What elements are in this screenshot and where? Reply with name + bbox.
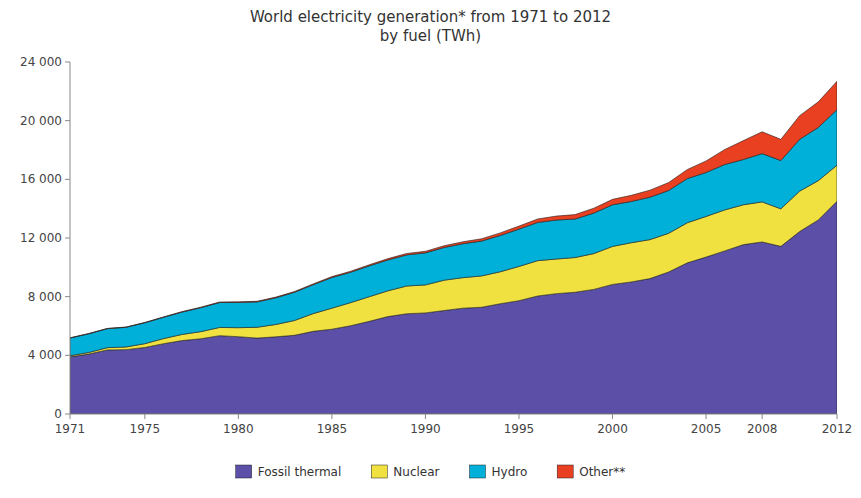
x-tick — [762, 414, 763, 419]
chart: World electricity generation* from 1971 … — [0, 0, 861, 498]
plot-area — [70, 81, 837, 414]
legend-label: Nuclear — [393, 465, 439, 479]
x-tick-label: 2012 — [822, 422, 853, 436]
y-tick — [65, 414, 70, 415]
x-tick-label: 1975 — [130, 422, 161, 436]
y-tick-label: 4 000 — [28, 348, 62, 362]
x-tick — [837, 414, 838, 419]
x-tick — [612, 414, 613, 419]
y-tick — [65, 355, 70, 356]
y-tick-label: 24 000 — [20, 55, 62, 69]
x-tick-label: 1990 — [410, 422, 441, 436]
y-tick — [65, 238, 70, 239]
x-axis — [70, 414, 837, 415]
x-tick — [238, 414, 239, 419]
y-tick-label: 16 000 — [20, 172, 62, 186]
x-tick — [425, 414, 426, 419]
legend-item: Hydro — [470, 465, 528, 479]
x-tick-label: 1980 — [223, 422, 254, 436]
y-tick — [65, 296, 70, 297]
y-tick-label: 0 — [54, 407, 62, 421]
area — [70, 81, 837, 338]
x-tick-label: 1985 — [317, 422, 348, 436]
legend-label: Hydro — [492, 465, 528, 479]
x-tick — [331, 414, 332, 419]
x-tick — [706, 414, 707, 419]
x-tick — [70, 414, 71, 419]
legend-item: Other** — [557, 465, 625, 479]
legend-swatch — [236, 465, 252, 478]
y-tick-label: 12 000 — [20, 231, 62, 245]
x-tick — [518, 414, 519, 419]
x-tick-label: 1971 — [55, 422, 86, 436]
y-tick — [65, 179, 70, 180]
legend-swatch — [470, 465, 486, 478]
legend: Fossil thermal Nuclear Hydro Other** — [236, 465, 626, 479]
title: World electricity generation* from 1971 … — [250, 8, 611, 45]
legend-swatch — [557, 465, 573, 478]
y-tick — [65, 120, 70, 121]
y-tick-label: 8 000 — [28, 290, 62, 304]
x-tick-label: 1995 — [504, 422, 535, 436]
y-tick — [65, 62, 70, 63]
x-tick-label: 2000 — [597, 422, 628, 436]
legend-swatch — [371, 465, 387, 478]
y-tick-label: 20 000 — [20, 114, 62, 128]
x-tick-label: 2008 — [747, 422, 778, 436]
legend-label: Fossil thermal — [258, 465, 342, 479]
x-tick-label: 2005 — [691, 422, 722, 436]
x-tick — [144, 414, 145, 419]
area — [70, 110, 837, 356]
legend-label: Other** — [579, 465, 625, 479]
legend-item: Nuclear — [371, 465, 439, 479]
legend-item: Fossil thermal — [236, 465, 342, 479]
